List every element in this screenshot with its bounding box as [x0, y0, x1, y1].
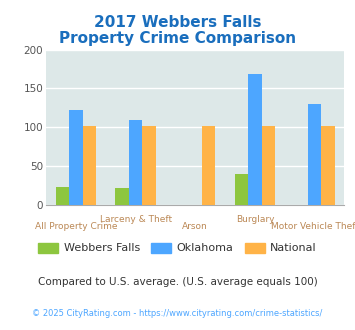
Bar — [115, 188, 129, 205]
Text: All Property Crime: All Property Crime — [35, 222, 117, 231]
Text: © 2025 CityRating.com - https://www.cityrating.com/crime-statistics/: © 2025 CityRating.com - https://www.city… — [32, 309, 323, 318]
Bar — [202, 126, 215, 205]
Bar — [248, 74, 262, 205]
Text: Burglary: Burglary — [236, 215, 274, 224]
Text: Motor Vehicle Theft: Motor Vehicle Theft — [271, 222, 355, 231]
Bar — [308, 104, 321, 205]
Text: Larceny & Theft: Larceny & Theft — [99, 215, 172, 224]
Text: Compared to U.S. average. (U.S. average equals 100): Compared to U.S. average. (U.S. average … — [38, 277, 317, 287]
Bar — [142, 126, 156, 205]
Bar — [69, 110, 83, 205]
Bar — [56, 187, 69, 205]
Bar — [83, 126, 96, 205]
Bar — [235, 174, 248, 205]
Bar — [262, 126, 275, 205]
Text: Property Crime Comparison: Property Crime Comparison — [59, 31, 296, 46]
Text: Arson: Arson — [182, 222, 208, 231]
Text: 2017 Webbers Falls: 2017 Webbers Falls — [94, 15, 261, 30]
Legend: Webbers Falls, Oklahoma, National: Webbers Falls, Oklahoma, National — [34, 238, 321, 258]
Bar — [129, 120, 142, 205]
Bar — [321, 126, 335, 205]
